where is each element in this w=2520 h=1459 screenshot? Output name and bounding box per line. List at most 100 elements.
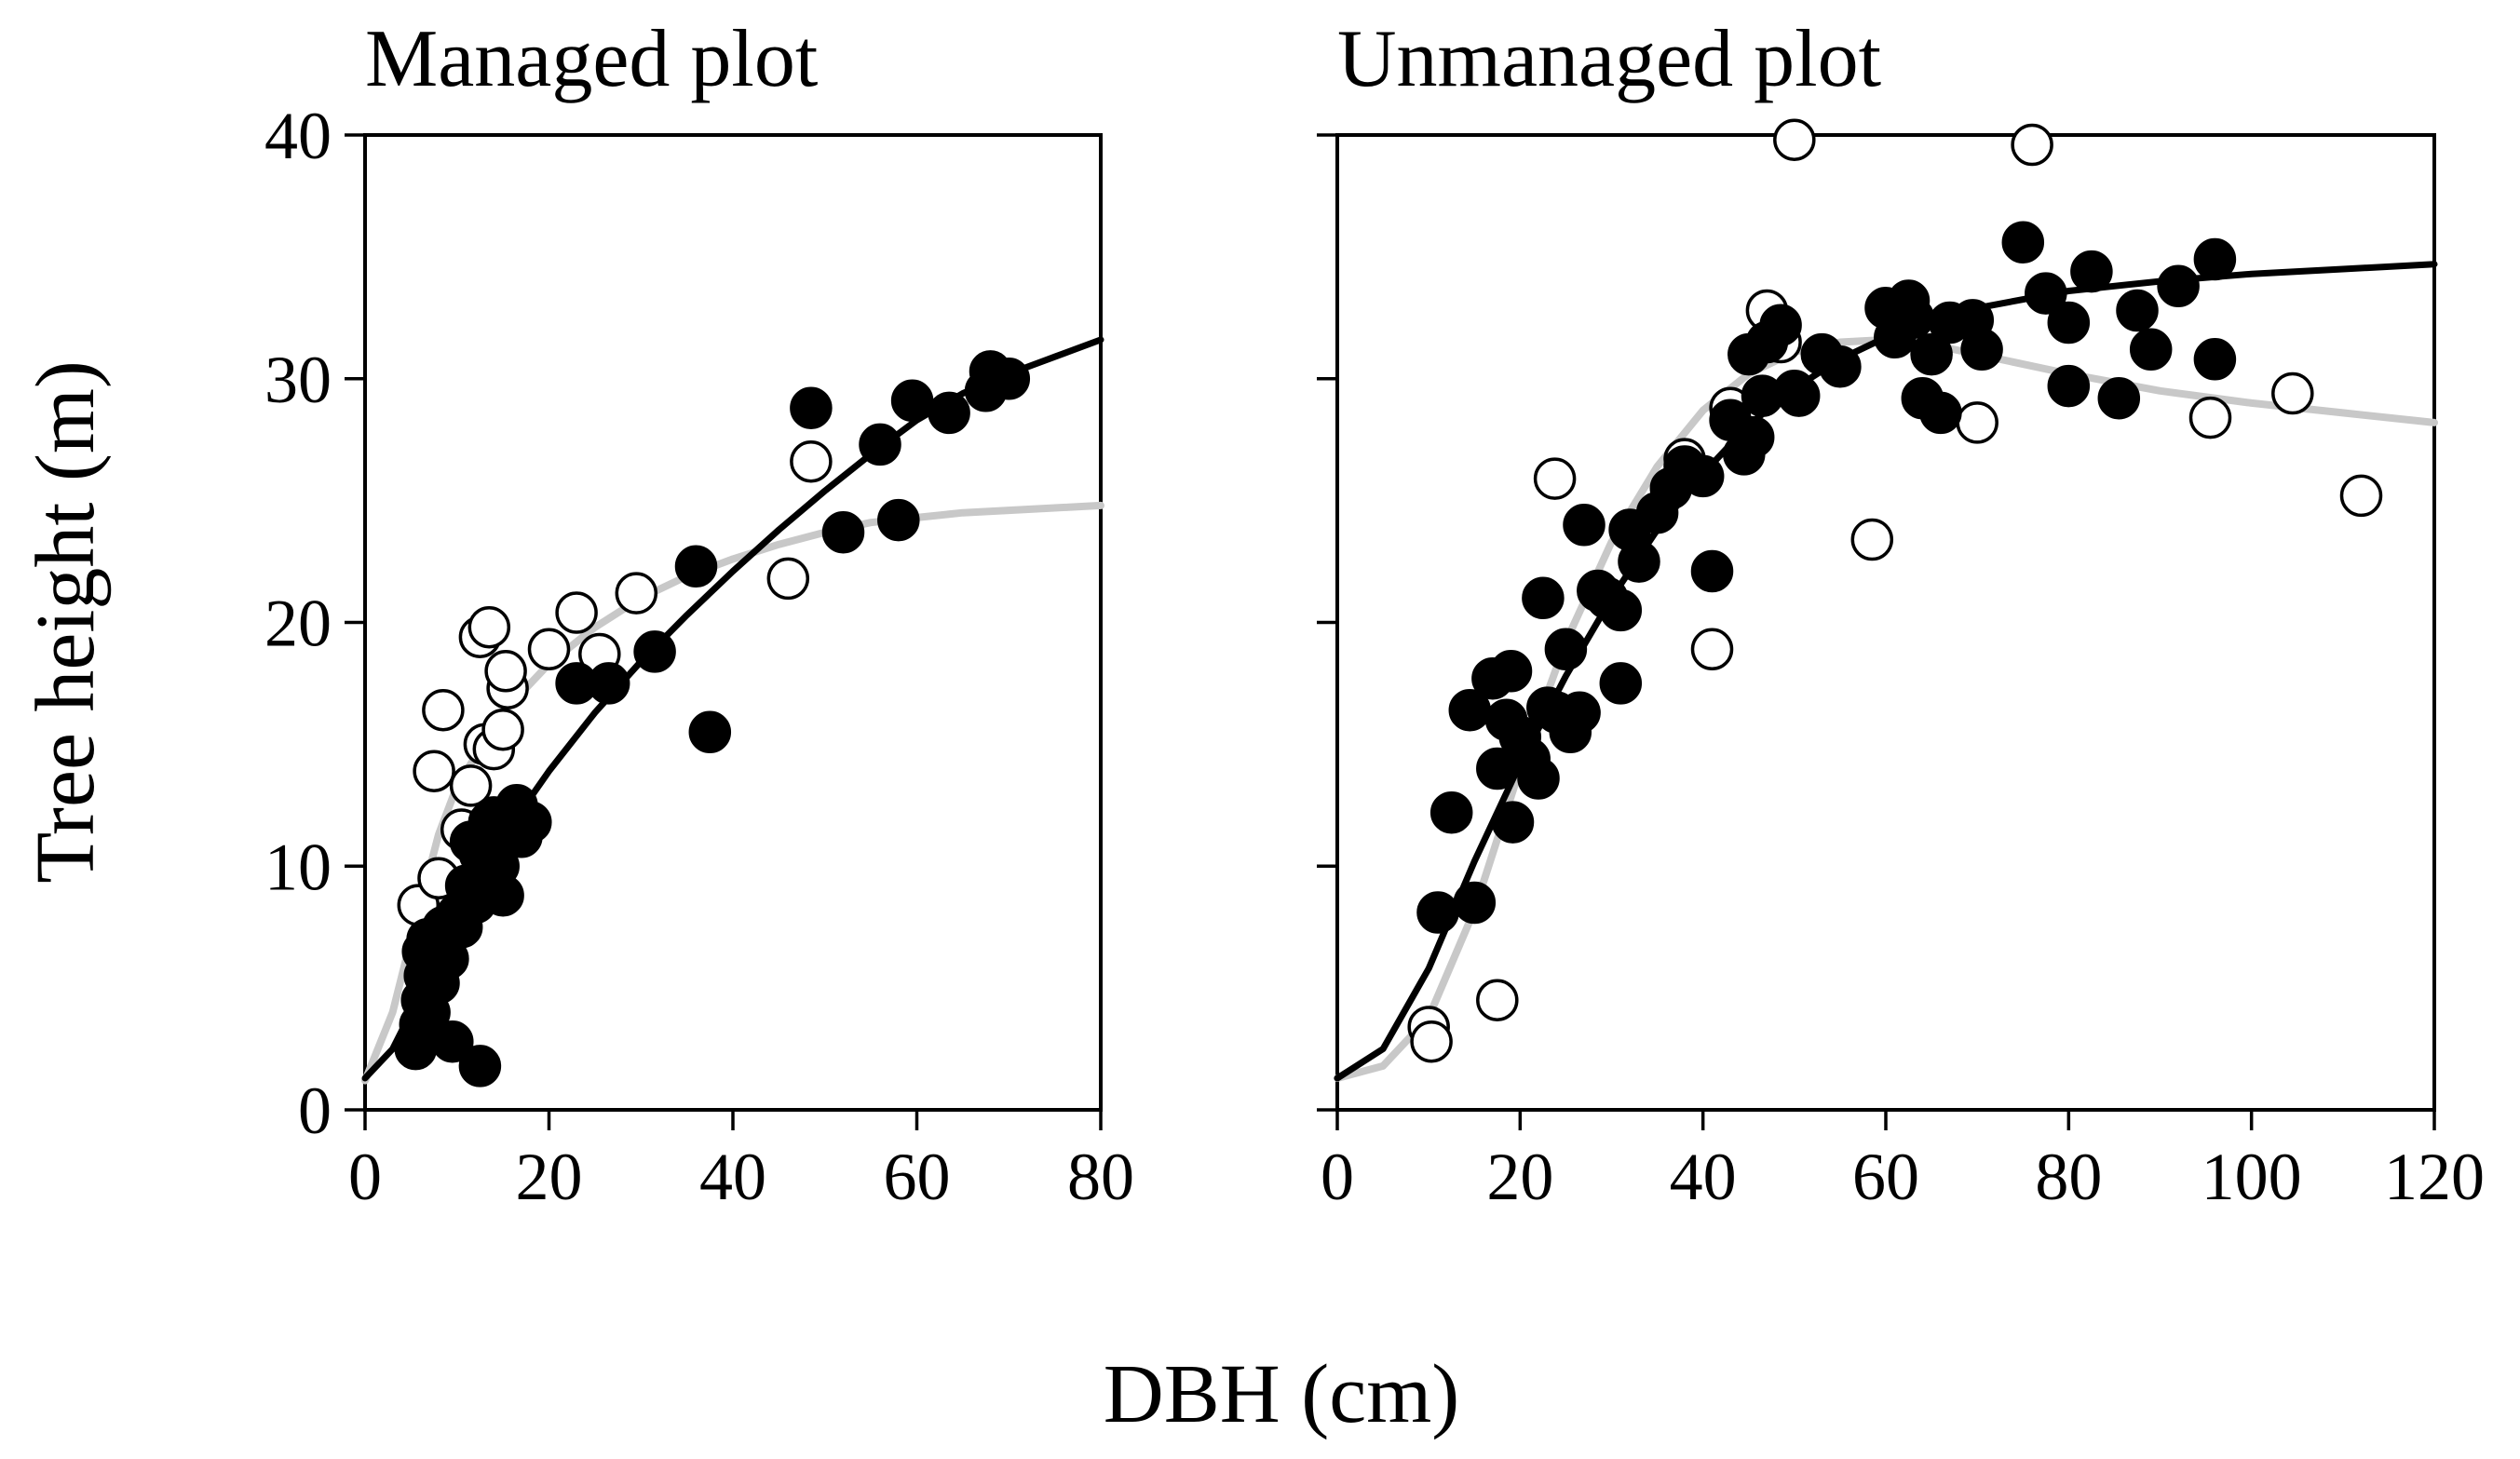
unmanaged-filled-point — [2116, 289, 2159, 332]
unmanaged-open-point — [2188, 396, 2232, 439]
managed-plot-title: Managed plot — [365, 14, 818, 104]
unmanaged-filled-point — [1558, 691, 1601, 735]
unmanaged-filled-point — [1891, 296, 1935, 340]
managed-plot-points — [394, 350, 1031, 1087]
managed-filled-point — [458, 1045, 502, 1087]
managed-y-tick-label: 10 — [264, 830, 332, 904]
unmanaged-open-point — [1410, 1020, 1453, 1063]
unmanaged-filled-point — [1681, 454, 1725, 498]
unmanaged-open-point — [1956, 401, 1998, 444]
managed-plot-ticks: 0 20 40 60 80 0 10 20 30 40 — [264, 99, 1134, 1214]
unmanaged-filled-point — [2047, 364, 2091, 408]
unmanaged-filled-point — [1910, 332, 1953, 376]
unmanaged-open-point — [1533, 457, 1577, 500]
managed-fit-black-curve — [361, 336, 1104, 1082]
unmanaged-plot-panel: Unmanaged plot 0 20 40 60 80 100 120 — [1317, 14, 2485, 1214]
managed-open-point — [790, 439, 833, 483]
managed-filled-point — [987, 358, 1031, 400]
unmanaged-filled-point — [1429, 790, 1473, 834]
unmanaged-filled-point — [1416, 891, 1459, 934]
managed-filled-point — [821, 510, 865, 554]
unmanaged-filled-point — [1731, 415, 1775, 459]
x-axis-title: DBH (cm) — [1104, 1348, 1459, 1440]
managed-y-tick-label: 40 — [264, 99, 332, 173]
unmanaged-x-tick-label: 0 — [1321, 1140, 1354, 1214]
y-axis-title: Tree height (m) — [20, 360, 112, 884]
managed-plot-panel: Managed plot 0 20 40 60 80 0 10 20 30 40 — [264, 14, 1134, 1214]
unmanaged-filled-point — [2193, 237, 2237, 281]
unmanaged-open-point — [1476, 979, 1519, 1021]
managed-filled-point — [633, 630, 676, 673]
managed-filled-point — [877, 498, 920, 542]
unmanaged-plot-points — [1407, 118, 2383, 1063]
unmanaged-filled-point — [1690, 549, 1734, 593]
unmanaged-x-tick-label: 20 — [1486, 1140, 1553, 1214]
managed-filled-point — [928, 391, 970, 435]
unmanaged-filled-point — [2047, 301, 2091, 344]
unmanaged-filled-point — [2025, 272, 2067, 315]
managed-y-tick-label: 0 — [298, 1074, 332, 1148]
unmanaged-filled-point — [2193, 338, 2237, 381]
unmanaged-filled-point — [1819, 344, 1862, 388]
managed-x-tick-label: 40 — [699, 1140, 766, 1214]
managed-filled-point — [890, 379, 934, 423]
unmanaged-plot-title: Unmanaged plot — [1337, 14, 1881, 104]
unmanaged-open-point — [1850, 518, 1894, 561]
managed-y-tick-label: 20 — [264, 587, 332, 661]
unmanaged-filled-point — [1453, 881, 1497, 925]
unmanaged-filled-point — [1522, 576, 1565, 620]
unmanaged-filled-point — [1563, 504, 1605, 547]
managed-x-tick-label: 0 — [348, 1140, 382, 1214]
unmanaged-filled-point — [2157, 264, 2200, 308]
managed-open-point — [615, 572, 658, 615]
unmanaged-x-tick-label: 60 — [1852, 1140, 1919, 1214]
unmanaged-open-point — [2271, 372, 2314, 415]
managed-x-tick-label: 60 — [884, 1140, 951, 1214]
unmanaged-open-point — [2339, 474, 2383, 518]
unmanaged-plot-frame — [1335, 133, 2436, 1112]
managed-filled-point — [509, 801, 552, 844]
managed-open-point — [481, 708, 524, 751]
managed-x-tick-label: 20 — [516, 1140, 583, 1214]
unmanaged-x-tick-label: 40 — [1670, 1140, 1737, 1214]
unmanaged-filled-point — [2001, 221, 2045, 263]
unmanaged-plot-ticks: 0 20 40 60 80 100 120 — [1317, 133, 2485, 1214]
managed-open-point — [766, 557, 810, 601]
unmanaged-filled-point — [2070, 250, 2113, 293]
unmanaged-open-point — [1773, 118, 1816, 161]
unmanaged-filled-point — [1599, 588, 1643, 632]
managed-filled-point — [481, 873, 524, 917]
unmanaged-filled-point — [1919, 391, 1962, 435]
managed-filled-point — [688, 710, 732, 754]
managed-open-point — [467, 605, 511, 649]
unmanaged-x-tick-label: 100 — [2202, 1140, 2302, 1214]
unmanaged-filled-point — [1517, 757, 1560, 800]
unmanaged-open-point — [1690, 628, 1734, 671]
managed-x-tick-label: 80 — [1067, 1140, 1134, 1214]
managed-filled-point — [587, 662, 630, 705]
unmanaged-filled-point — [2097, 376, 2141, 420]
unmanaged-filled-point — [1960, 328, 2003, 372]
unmanaged-filled-point — [1599, 662, 1643, 705]
unmanaged-filled-point — [1544, 628, 1588, 671]
unmanaged-open-point — [2011, 123, 2053, 167]
unmanaged-filled-point — [1618, 540, 1660, 583]
managed-y-tick-label: 30 — [264, 343, 332, 417]
unmanaged-x-tick-label: 80 — [2035, 1140, 2102, 1214]
managed-plot-fits — [361, 336, 1104, 1085]
unmanaged-filled-point — [1489, 650, 1533, 693]
managed-filled-point — [859, 423, 901, 466]
unmanaged-x-tick-label: 120 — [2384, 1140, 2485, 1214]
unmanaged-filled-point — [1777, 374, 1821, 417]
unmanaged-filled-point — [1759, 304, 1802, 346]
managed-open-point — [484, 650, 527, 693]
unmanaged-filled-point — [1491, 801, 1535, 844]
managed-open-point — [422, 688, 465, 732]
managed-filled-point — [674, 545, 718, 588]
managed-open-point — [449, 764, 493, 807]
managed-open-point — [555, 591, 598, 634]
managed-filled-point — [790, 386, 833, 429]
managed-filled-point — [431, 1020, 474, 1063]
managed-open-point — [413, 750, 455, 792]
